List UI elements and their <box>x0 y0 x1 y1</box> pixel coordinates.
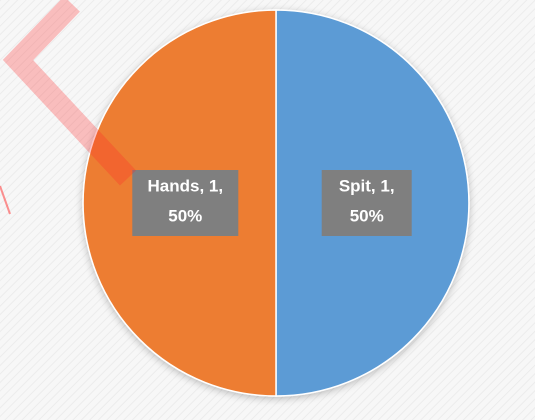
decoration <box>2 0 137 186</box>
data-label: Hands, 1, <box>147 176 223 195</box>
data-labels: Spit, 1, 50% Hands, 1, 50% <box>132 170 412 236</box>
data-label-box <box>321 170 412 236</box>
data-label: Spit, 1, <box>339 176 395 195</box>
decoration <box>0 185 11 215</box>
data-label: 50% <box>350 206 384 225</box>
data-label: 50% <box>168 206 202 225</box>
data-label-box <box>132 170 239 236</box>
